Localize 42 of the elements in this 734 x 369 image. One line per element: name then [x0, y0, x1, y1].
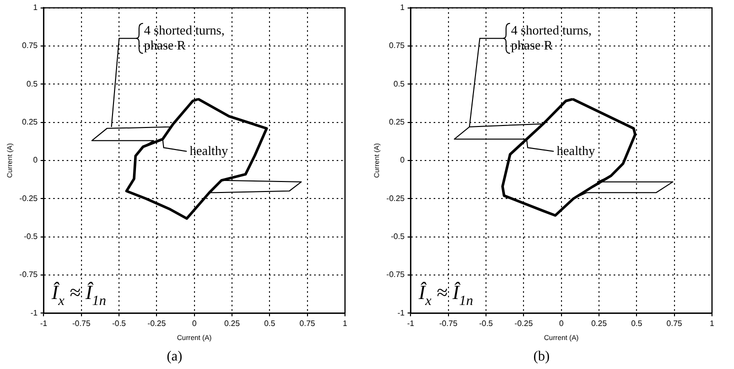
x-tick-label: 0.5 — [264, 319, 276, 328]
annotation: healthy — [556, 142, 596, 158]
text: (a) — [166, 349, 183, 364]
x-tick-label: -0.75 — [72, 319, 91, 328]
x-tick-label: -0.25 — [148, 319, 166, 328]
x-tick-label: 0.75 — [300, 319, 316, 328]
y-tick-label: 0 — [33, 156, 38, 165]
x-tick-label: 1 — [710, 319, 715, 328]
x-tick-label: 1 — [342, 319, 348, 328]
y-tick-label: 0 — [400, 156, 406, 165]
x-tick-label: -0.75 — [439, 319, 458, 328]
y-tick-label: 1 — [33, 3, 38, 12]
y-tick-label: 0.25 — [389, 118, 406, 127]
y-tick-label: -0.5 — [24, 232, 38, 242]
y-tick-label: -0.5 — [390, 232, 406, 242]
annotation: healthy — [190, 142, 229, 158]
x-tick-label: -0.5 — [112, 319, 126, 328]
annotation: 4 shorted turns, phase R — [144, 22, 225, 52]
annotation: 4 shorted turns, phase R — [511, 22, 592, 52]
x-tick-label: 0 — [559, 319, 564, 328]
x-tick-label: -1 — [407, 319, 415, 328]
y-tick-label: -0.75 — [386, 270, 406, 280]
x-tick-label: 0.25 — [591, 319, 608, 328]
y-tick-label: 0.5 — [26, 79, 38, 88]
y-tick-label: -0.75 — [19, 270, 38, 280]
y-tick-label: -0.25 — [386, 194, 406, 203]
y-tick-label: -1 — [398, 308, 406, 318]
y-tick-label: 0.25 — [22, 118, 38, 127]
y-tick-label: 0.75 — [22, 41, 38, 50]
y-tick-label: 1 — [400, 3, 406, 12]
x-tick-label: 0.25 — [224, 319, 240, 328]
y-tick-label: -1 — [30, 308, 38, 318]
x-tick-label: 0.5 — [631, 319, 643, 328]
text: (b) — [533, 349, 550, 364]
y-tick-label: -0.25 — [19, 194, 38, 203]
y-tick-label: 0.5 — [394, 79, 406, 88]
x-tick-label: -1 — [40, 319, 48, 328]
y-tick-label: 0.75 — [389, 41, 406, 50]
x-tick-label: -0.5 — [479, 319, 494, 328]
x-tick-label: -0.25 — [514, 319, 534, 328]
x-tick-label: 0.75 — [666, 319, 683, 328]
x-tick-label: 0 — [192, 319, 198, 328]
